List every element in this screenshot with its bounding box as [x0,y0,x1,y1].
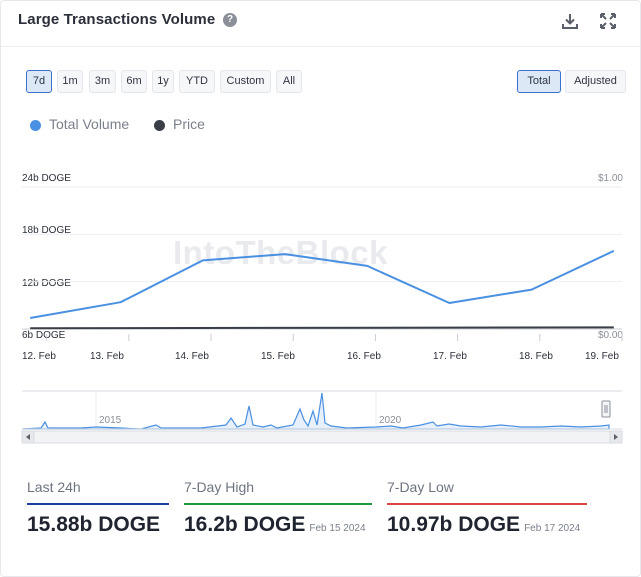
x-tick-marks [46,334,623,341]
range-button-ytd[interactable]: YTD [179,70,215,93]
y-right-tick-label: $1.00 [597,173,623,184]
chevron-right-icon [614,434,618,440]
mode-button-total[interactable]: Total [517,70,561,93]
navigator-scrollbar[interactable] [21,430,623,444]
range-button-6m[interactable]: 6m [121,70,147,93]
range-button-1m[interactable]: 1m [57,70,83,93]
x-tick-label: 17. Feb [433,351,467,362]
grid-lines [22,186,622,330]
stat-underline [387,503,587,505]
legend-dot-price [154,120,165,131]
mode-button-adjusted[interactable]: Adjusted [565,70,626,93]
y-tick-label: 18b DOGE [22,225,71,236]
y-tick-label: 6b DOGE [22,330,66,341]
x-tick-label: 12. Feb [22,351,56,362]
stat-date: Feb 17 2024 [524,523,581,534]
question-circle-icon[interactable]: ? [223,13,237,27]
stat-underline [27,503,169,505]
x-tick-label: 14. Feb [175,351,209,362]
watermark: IntoTheBlock [173,234,389,271]
stat-label: Last 24h [27,479,81,495]
y-tick-label: 24b DOGE [22,173,71,184]
x-tick-label: 13. Feb [90,351,124,362]
legend-item-total-volume[interactable]: Total Volume [49,116,130,132]
range-button-7d[interactable]: 7d [26,70,52,93]
range-button-custom[interactable]: Custom [220,70,271,93]
series-line-total-volume[interactable] [30,249,615,319]
navigator-year-label: 2020 [379,415,402,426]
x-tick-label: 15. Feb [261,351,295,362]
stat-7-day-high: 7-Day High 16.2b DOGE Feb 15 2024 [184,479,372,536]
navigator-year-label: 2015 [99,415,122,426]
main-chart[interactable] [1,151,641,351]
widget-header: Large Transactions Volume ? [1,1,640,47]
navigator-handle[interactable] [601,400,611,418]
stat-value: 15.88b DOGE [27,513,161,536]
chevron-left-icon [26,434,30,440]
stat-label: 7-Day High [184,479,255,495]
y-right-tick-label: $0.00 [597,330,623,341]
range-button-1y[interactable]: 1y [152,70,174,93]
range-button-3m[interactable]: 3m [89,70,116,93]
stat-7-day-low: 7-Day Low 10.97b DOGE Feb 17 2024 [387,479,587,536]
stat-underline [184,503,372,505]
series-lines [30,249,615,330]
stat-value: 16.2b DOGE Feb 15 2024 [184,513,366,536]
navigator-chart[interactable] [1,389,641,445]
expand-icon[interactable] [598,11,618,31]
navigator-series [21,392,610,430]
legend-dot-total-volume [30,120,41,131]
legend-item-price[interactable]: Price [173,116,205,132]
x-tick-label: 18. Feb [519,351,553,362]
stat-last-24h: Last 24h 15.88b DOGE [27,479,169,536]
range-button-all[interactable]: All [276,70,302,93]
stat-date: Feb 15 2024 [309,523,366,534]
widget-title: Large Transactions Volume [18,11,216,28]
stat-label: 7-Day Low [387,479,454,495]
x-tick-label: 19. Feb [585,351,619,362]
x-tick-label: 16. Feb [347,351,381,362]
stat-value: 10.97b DOGE Feb 17 2024 [387,513,581,536]
y-tick-label: 12b DOGE [22,278,71,289]
series-line-price[interactable] [30,326,614,330]
download-icon[interactable] [560,11,580,31]
